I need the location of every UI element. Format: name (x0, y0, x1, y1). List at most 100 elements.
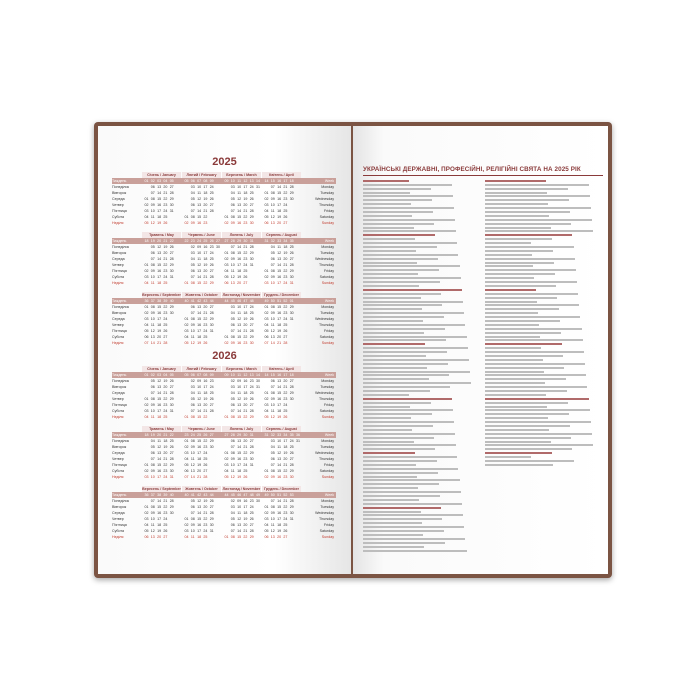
weekday-label-en: Saturday (319, 529, 334, 533)
day-cell: 06 (230, 203, 235, 207)
week-number: 27 (224, 239, 229, 243)
weekday-label-en: Thursday (319, 457, 334, 461)
week-number: 31 (264, 433, 269, 437)
day-cell: 08 (230, 451, 235, 455)
month-header: Лютий / February (182, 172, 221, 178)
day-cell: 30 (249, 221, 254, 225)
week-number: 10 (230, 179, 235, 183)
week-number: 21 (163, 433, 168, 437)
holiday-line (485, 393, 546, 396)
day-cell: 10 (270, 281, 275, 285)
day-cell: 26 (203, 463, 208, 467)
day-cell: 14 (237, 409, 242, 413)
week-number: 44 (224, 493, 229, 497)
holiday-line (363, 269, 439, 272)
day-cell: 22 (283, 469, 288, 473)
week-number: 41 (190, 493, 195, 497)
holiday-line (363, 347, 468, 350)
holiday-line (363, 265, 460, 268)
day-cell: 21 (243, 445, 248, 449)
day-cell: 25 (249, 391, 254, 395)
day-cell: 17 (157, 409, 162, 413)
holiday-line (485, 277, 535, 280)
day-cell: 29 (169, 305, 174, 309)
holiday-line (485, 222, 572, 225)
day-cell: 14 (197, 409, 202, 413)
day-cell: 24 (163, 209, 168, 213)
holiday-line (363, 246, 437, 249)
week-number: 09 (224, 179, 229, 183)
holiday-line (363, 417, 412, 420)
day-cell: 27 (169, 451, 174, 455)
weekday-label-en: Thursday (319, 323, 334, 327)
month-header: Квітень / April (262, 172, 301, 178)
week-number: 09 (209, 179, 214, 183)
day-cell: 11 (150, 523, 155, 527)
day-cell: 14 (190, 475, 195, 479)
weekday-label: Вівторок (112, 505, 127, 509)
day-cell: 07 (270, 185, 275, 189)
day-cell: 01 (144, 397, 149, 401)
day-cell: 10 (270, 517, 275, 521)
week-number: 32 (270, 433, 275, 437)
day-cell: 10 (237, 385, 242, 389)
day-cell: 26 (203, 341, 208, 345)
day-cell: 29 (169, 505, 174, 509)
weekday-label-en: Friday (324, 403, 334, 407)
week-label-en: Week (324, 179, 334, 183)
holiday-line (363, 413, 432, 416)
day-cell: 06 (230, 523, 235, 527)
calendar-row: Субота Saturday (112, 214, 336, 220)
holiday-line (485, 389, 567, 392)
holiday-line (363, 316, 444, 319)
week-number: 23 (184, 433, 189, 437)
holiday-line (485, 409, 590, 412)
day-cell: 31 (256, 385, 260, 389)
day-cell: 01 (224, 535, 229, 539)
day-cell: 30 (169, 203, 174, 207)
day-cell: 27 (249, 323, 254, 327)
holiday-line (363, 475, 418, 478)
day-cell: 19 (157, 529, 162, 533)
day-cell: 06 (144, 535, 149, 539)
week-number: 30 (243, 433, 248, 437)
day-cell: 19 (243, 517, 248, 521)
week-number: 44 (224, 299, 229, 303)
day-cell: 18 (237, 269, 242, 273)
week-number: 46 (237, 299, 242, 303)
week-number: 01 (289, 299, 294, 303)
holiday-line (485, 351, 584, 354)
day-cell: 17 (157, 475, 162, 479)
day-cell: 14 (237, 329, 242, 333)
day-cell: 18 (237, 469, 242, 473)
weekday-label-en: Saturday (319, 335, 334, 339)
week-number: 32 (270, 239, 275, 243)
day-cell: 27 (289, 457, 294, 461)
calendar-row: Понеділок Monday (112, 184, 336, 190)
holiday-line (485, 460, 574, 463)
day-cell: 12 (237, 317, 242, 321)
day-cell: 19 (277, 215, 282, 219)
day-cell: 19 (203, 263, 208, 267)
day-cell: 06 (190, 269, 195, 273)
day-cell: 28 (209, 209, 214, 213)
weekday-label-en: Tuesday (320, 251, 334, 255)
day-cell: 17 (203, 185, 208, 189)
day-cell: 24 (249, 385, 254, 389)
month-header: Липень / July (222, 232, 261, 238)
holiday-line (363, 323, 466, 326)
week-number: 45 (230, 299, 235, 303)
holiday-line (485, 230, 594, 233)
holiday-line (363, 460, 437, 463)
day-cell: 11 (230, 269, 235, 273)
day-cell: 23 (283, 397, 288, 401)
day-cell: 14 (237, 245, 242, 249)
day-cell: 17 (157, 275, 162, 279)
holiday-line (485, 428, 550, 431)
weekday-label: Субота (112, 275, 125, 279)
week-number: 39 (163, 299, 168, 303)
day-cell: 09 (270, 511, 275, 515)
day-cell: 07 (190, 275, 195, 279)
day-cell: 21 (277, 341, 282, 345)
holiday-line (363, 207, 454, 210)
